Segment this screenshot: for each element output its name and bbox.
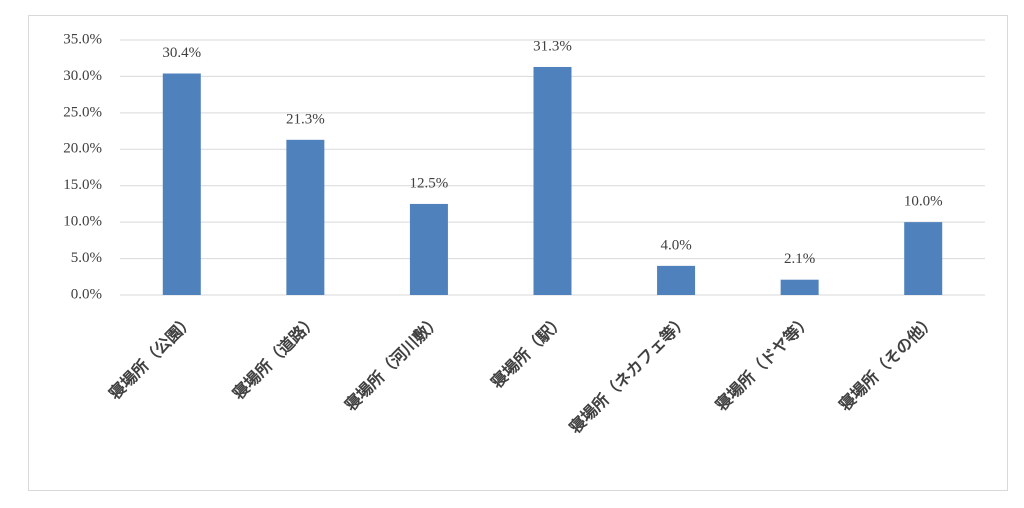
- data-label: 2.1%: [784, 251, 815, 267]
- data-label: 31.3%: [533, 38, 572, 54]
- bar: [780, 279, 819, 295]
- y-tick-label: 30.0%: [63, 68, 102, 84]
- y-tick-label: 10.0%: [63, 214, 102, 230]
- y-tick-label: 35.0%: [63, 31, 102, 47]
- bar: [657, 265, 696, 295]
- data-label: 21.3%: [286, 111, 325, 127]
- y-tick-label: 15.0%: [63, 177, 102, 193]
- bar: [533, 66, 572, 295]
- y-tick-label: 5.0%: [71, 250, 102, 266]
- bar: [162, 73, 201, 295]
- bar: [904, 222, 943, 295]
- y-tick-label: 0.0%: [71, 286, 102, 302]
- y-tick-label: 20.0%: [63, 141, 102, 157]
- data-label: 12.5%: [410, 175, 449, 191]
- data-label: 4.0%: [660, 237, 691, 253]
- bar: [286, 139, 325, 295]
- data-label: 30.4%: [162, 45, 201, 61]
- bar: [409, 203, 448, 295]
- data-label: 10.0%: [904, 194, 943, 210]
- y-tick-label: 25.0%: [63, 104, 102, 120]
